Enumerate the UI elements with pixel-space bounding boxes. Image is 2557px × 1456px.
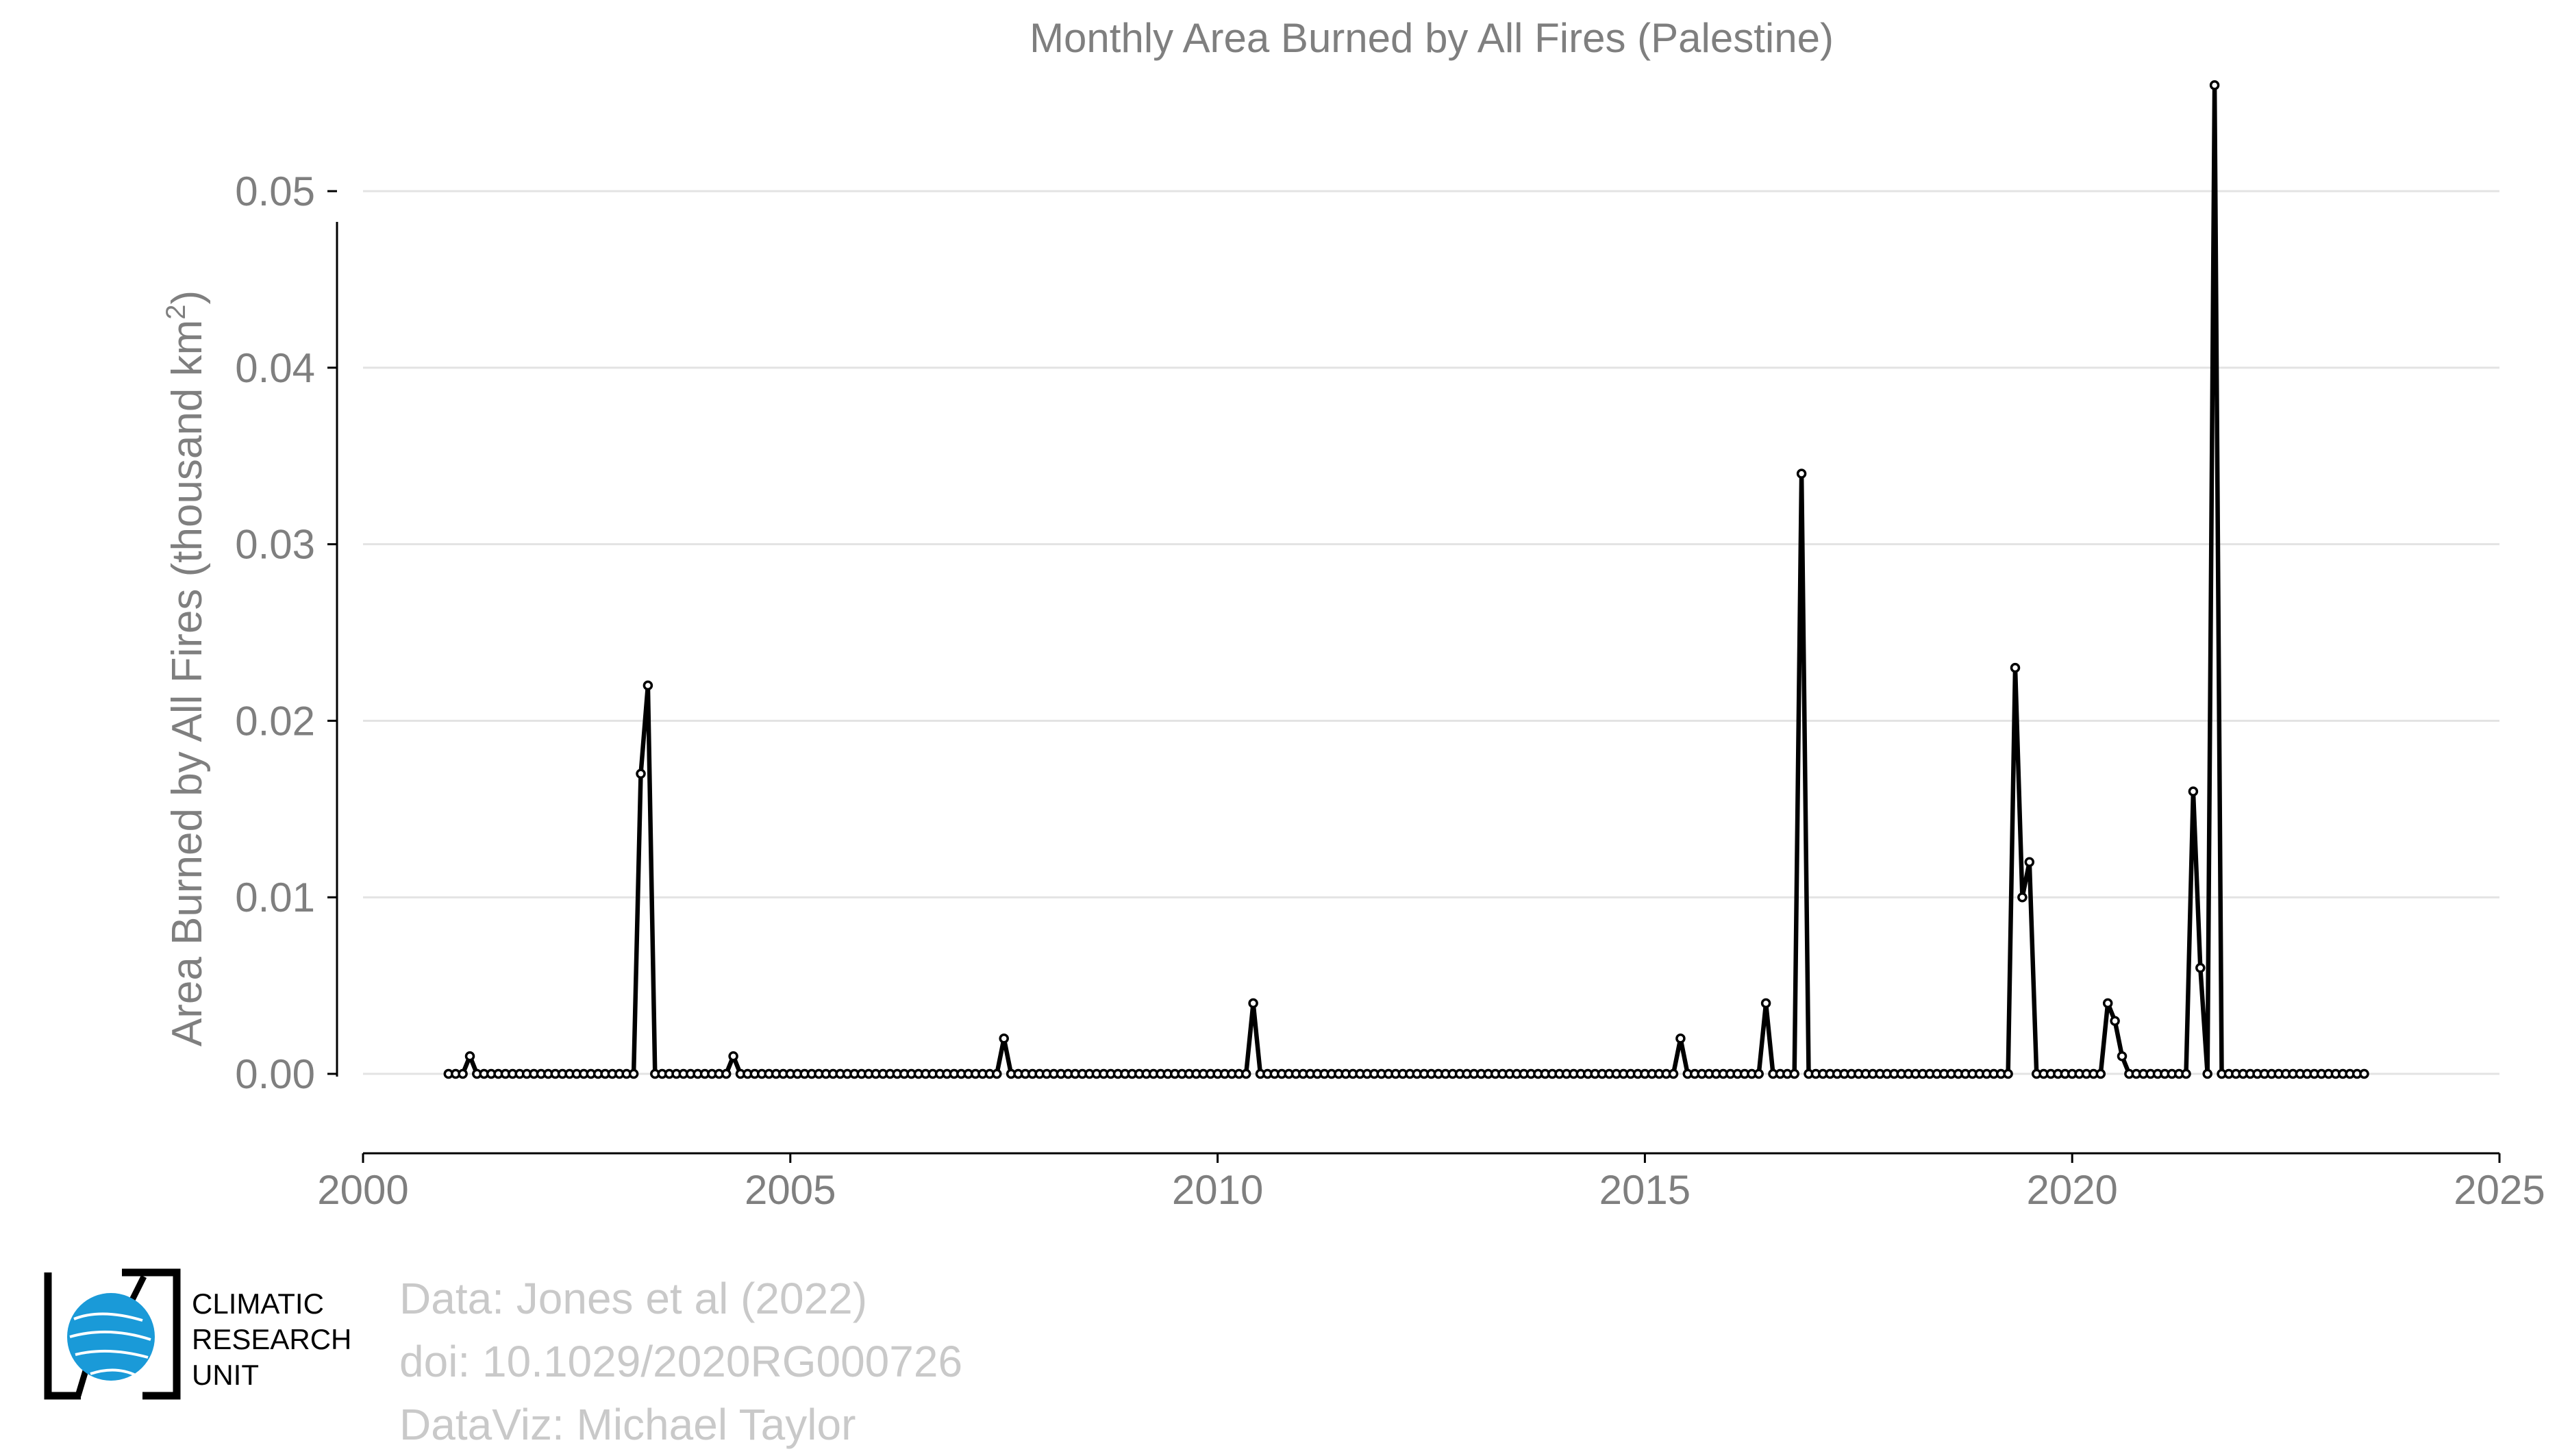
credits: Data: Jones et al (2022) doi: 10.1029/20…: [399, 1267, 962, 1456]
data-point: [643, 680, 653, 691]
data-point: [458, 1068, 468, 1079]
data-point: [2024, 857, 2035, 867]
cru-logo-graphic: [44, 1268, 181, 1400]
y-axis-label-sup: 2: [161, 305, 191, 320]
data-point: [464, 1051, 475, 1062]
y-tick-label: 0.01: [235, 875, 315, 920]
data-point: [2181, 1068, 2191, 1079]
logo-line-3: UNIT: [192, 1359, 259, 1391]
data-point: [728, 1051, 738, 1062]
data-point: [2095, 1068, 2106, 1079]
y-tick-label: 0.04: [235, 345, 315, 391]
data-point: [2117, 1051, 2128, 1062]
credit-dataviz: DataViz: Michael Taylor: [399, 1400, 856, 1449]
data-point: [2188, 786, 2199, 796]
data-point: [1789, 1068, 1799, 1079]
y-tick-label: 0.02: [235, 698, 315, 744]
x-tick-labels: 2000 2005 2010 2015 2020 2025: [317, 1167, 2545, 1213]
data-point: [2102, 998, 2113, 1009]
logo-line-1: CLIMATIC: [192, 1288, 324, 1320]
data-point: [1240, 1068, 1251, 1079]
data-point: [992, 1068, 1002, 1079]
logo-line-2: RESEARCH: [192, 1323, 352, 1355]
y-tick-label: 0.05: [235, 168, 315, 214]
data-point: [2359, 1068, 2369, 1079]
data-point: [1760, 998, 1771, 1009]
series-line: [448, 83, 2365, 1077]
credit-doi: doi: 10.1029/2020RG000726: [399, 1337, 963, 1386]
data-point: [2195, 963, 2206, 973]
grid-lines: [363, 190, 2499, 1075]
data-point: [999, 1033, 1009, 1044]
cru-logo-text: CLIMATIC RESEARCH UNIT: [192, 1286, 351, 1393]
x-tick-label: 2005: [745, 1167, 836, 1213]
data-point: [1668, 1068, 1679, 1079]
data-point: [636, 768, 646, 779]
data-point: [1754, 1068, 1764, 1079]
data-point: [2003, 1068, 2013, 1079]
data-point: [1675, 1033, 1686, 1044]
y-tick-labels: 0.00 0.01 0.02 0.03 0.04 0.05: [235, 168, 337, 1097]
y-axis-label-tail: ): [164, 290, 211, 305]
series-points: [443, 80, 2369, 1079]
data-point: [1248, 998, 1258, 1009]
data-point: [2017, 892, 2028, 903]
chart-title: Monthly Area Burned by All Fires (Palest…: [1030, 15, 1834, 61]
x-tick-label: 2015: [1599, 1167, 1691, 1213]
y-axis-label: Area Burned by All Fires (thousand km2): [161, 290, 211, 1046]
credit-data-source: Data: Jones et al (2022): [399, 1274, 868, 1323]
data-point: [721, 1068, 732, 1079]
x-tick-label: 2020: [2026, 1167, 2117, 1213]
y-tick-label: 0.03: [235, 522, 315, 568]
x-tick-label: 2010: [1172, 1167, 1263, 1213]
x-tick-label: 2000: [317, 1167, 408, 1213]
data-point: [628, 1068, 639, 1079]
data-point: [1796, 468, 1807, 479]
data-point: [2209, 80, 2220, 90]
y-tick-label: 0.00: [235, 1051, 315, 1097]
data-point: [2202, 1068, 2212, 1079]
cru-logo: [40, 1266, 184, 1404]
y-axis-label-main: Area Burned by All Fires (thousand km: [164, 320, 211, 1046]
data-point: [2010, 662, 2021, 673]
data-point: [2110, 1016, 2120, 1026]
x-tick-marks: [362, 1153, 2501, 1163]
x-tick-label: 2025: [2454, 1167, 2545, 1213]
